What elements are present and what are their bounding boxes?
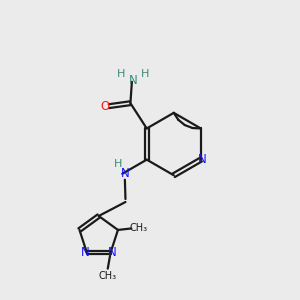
- Text: CH₃: CH₃: [99, 271, 117, 281]
- Text: CH₃: CH₃: [130, 224, 148, 233]
- Text: N: N: [121, 167, 129, 180]
- Text: N: N: [108, 246, 116, 259]
- Text: N: N: [129, 74, 138, 87]
- Text: O: O: [101, 100, 110, 113]
- Text: H: H: [116, 69, 125, 80]
- Text: H: H: [114, 159, 122, 169]
- Text: N: N: [81, 246, 90, 259]
- Text: N: N: [198, 153, 207, 166]
- Text: H: H: [141, 69, 149, 80]
